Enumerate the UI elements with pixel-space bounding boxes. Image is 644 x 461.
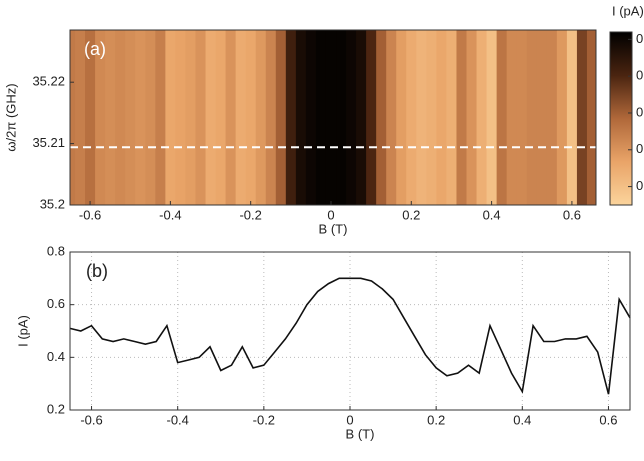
- colorbar-tick-label: 0.: [636, 31, 644, 46]
- heatmap-cell: [586, 30, 597, 205]
- x-tick-label: -0.4: [159, 207, 181, 222]
- y-tick-label: 35.2: [40, 196, 65, 211]
- heatmap-cell: [416, 30, 427, 205]
- y-tick-label: 0.8: [47, 243, 65, 258]
- heatmap-cell: [145, 30, 156, 205]
- heatmap-cell: [336, 30, 347, 205]
- heatmap-cell: [75, 30, 86, 205]
- y-tick-label: 0.2: [47, 401, 65, 416]
- x-tick-label: 0.2: [427, 412, 445, 427]
- colorbar-label: I (pA): [612, 3, 644, 18]
- plot-frame: [69, 29, 597, 206]
- y-axis-label: ω/2π (GHz): [3, 83, 18, 151]
- x-tick-label: 0.2: [402, 207, 420, 222]
- heatmap-cell: [295, 30, 307, 205]
- heatmap-cell: [305, 30, 317, 205]
- heatmap-cell: [356, 30, 367, 205]
- x-tick-label: 0: [346, 412, 353, 427]
- x-tick-label: -0.6: [79, 207, 101, 222]
- colorbar-tick-label: 0.: [636, 68, 644, 83]
- y-axis-label: I (pA): [15, 315, 30, 347]
- heatmap-cell: [205, 30, 217, 205]
- colorbar-tick-label: 0.: [636, 141, 644, 156]
- heatmap-cell: [235, 30, 247, 205]
- x-tick-label: -0.2: [253, 412, 275, 427]
- y-tick-label: 0.4: [47, 349, 65, 364]
- x-tick-label: 0.6: [563, 207, 581, 222]
- heatmap-cell: [396, 30, 407, 205]
- heatmap-cell: [315, 30, 327, 205]
- heatmap-cell: [386, 30, 397, 205]
- heatmap-cell: [165, 30, 176, 205]
- heatmap-cell: [125, 30, 136, 205]
- heatmap-cell: [325, 30, 337, 205]
- heatmap-cell: [185, 30, 196, 205]
- heatmap-cell: [366, 30, 377, 205]
- heatmap-cell: [576, 30, 588, 205]
- heatmap-cell: [225, 30, 237, 205]
- heatmap-cell: [466, 30, 478, 205]
- colorbar: [609, 31, 633, 206]
- heatmap-cell: [155, 30, 166, 205]
- heatmap-cell: [526, 30, 538, 205]
- heatmap-cell: [85, 30, 96, 205]
- heatmap-cell: [436, 30, 447, 205]
- heatmap-cell: [426, 30, 437, 205]
- heatmap-cell: [446, 30, 457, 205]
- y-tick-label: 35.22: [32, 74, 65, 89]
- x-tick-label: -0.6: [80, 412, 102, 427]
- heatmap-cell: [346, 30, 357, 205]
- heatmap-cell: [195, 30, 207, 205]
- heatmap-cell: [215, 30, 227, 205]
- plot-frame: [69, 251, 631, 411]
- heatmap-cell: [506, 30, 518, 205]
- x-tick-label: 0.6: [599, 412, 617, 427]
- colorbar-tick-label: 0.: [636, 104, 644, 119]
- x-tick-label: 0.4: [513, 412, 531, 427]
- heatmap-cell: [476, 30, 488, 205]
- heatmap-cell: [456, 30, 468, 205]
- panel-label: (b): [86, 261, 108, 281]
- panel-label: (a): [84, 39, 106, 59]
- heatmap-cell: [70, 30, 76, 205]
- y-tick-label: 0.6: [47, 296, 65, 311]
- x-axis-label: B (T): [319, 221, 348, 236]
- x-tick-label: -0.4: [166, 412, 188, 427]
- heatmap-cell: [175, 30, 186, 205]
- heatmap-cell: [496, 30, 508, 205]
- heatmap-cell: [285, 30, 297, 205]
- data-line: [69, 277, 631, 395]
- heatmap-cell: [536, 30, 548, 205]
- heatmap-cell: [556, 30, 568, 205]
- heatmap-cell: [115, 30, 126, 205]
- heatmap-cell: [255, 30, 267, 205]
- heatmap-cell: [105, 30, 116, 205]
- heatmap-cell: [275, 30, 287, 205]
- colorbar-tick-label: 0.: [636, 178, 644, 193]
- y-tick-label: 35.21: [32, 135, 65, 150]
- heatmap-cell: [516, 30, 528, 205]
- heatmap-cell: [566, 30, 578, 205]
- heatmap-cell: [546, 30, 558, 205]
- x-tick-label: 0: [327, 207, 334, 222]
- x-axis-label: B (T): [346, 426, 375, 441]
- heatmap-cell: [406, 30, 417, 205]
- heatmap-cell: [135, 30, 146, 205]
- x-tick-label: -0.2: [239, 207, 261, 222]
- x-tick-label: 0.4: [483, 207, 501, 222]
- heatmap-cell: [486, 30, 498, 205]
- heatmap-cell: [265, 30, 277, 205]
- heatmap-cell: [95, 30, 106, 205]
- heatmap-cell: [245, 30, 257, 205]
- heatmap-cell: [376, 30, 387, 205]
